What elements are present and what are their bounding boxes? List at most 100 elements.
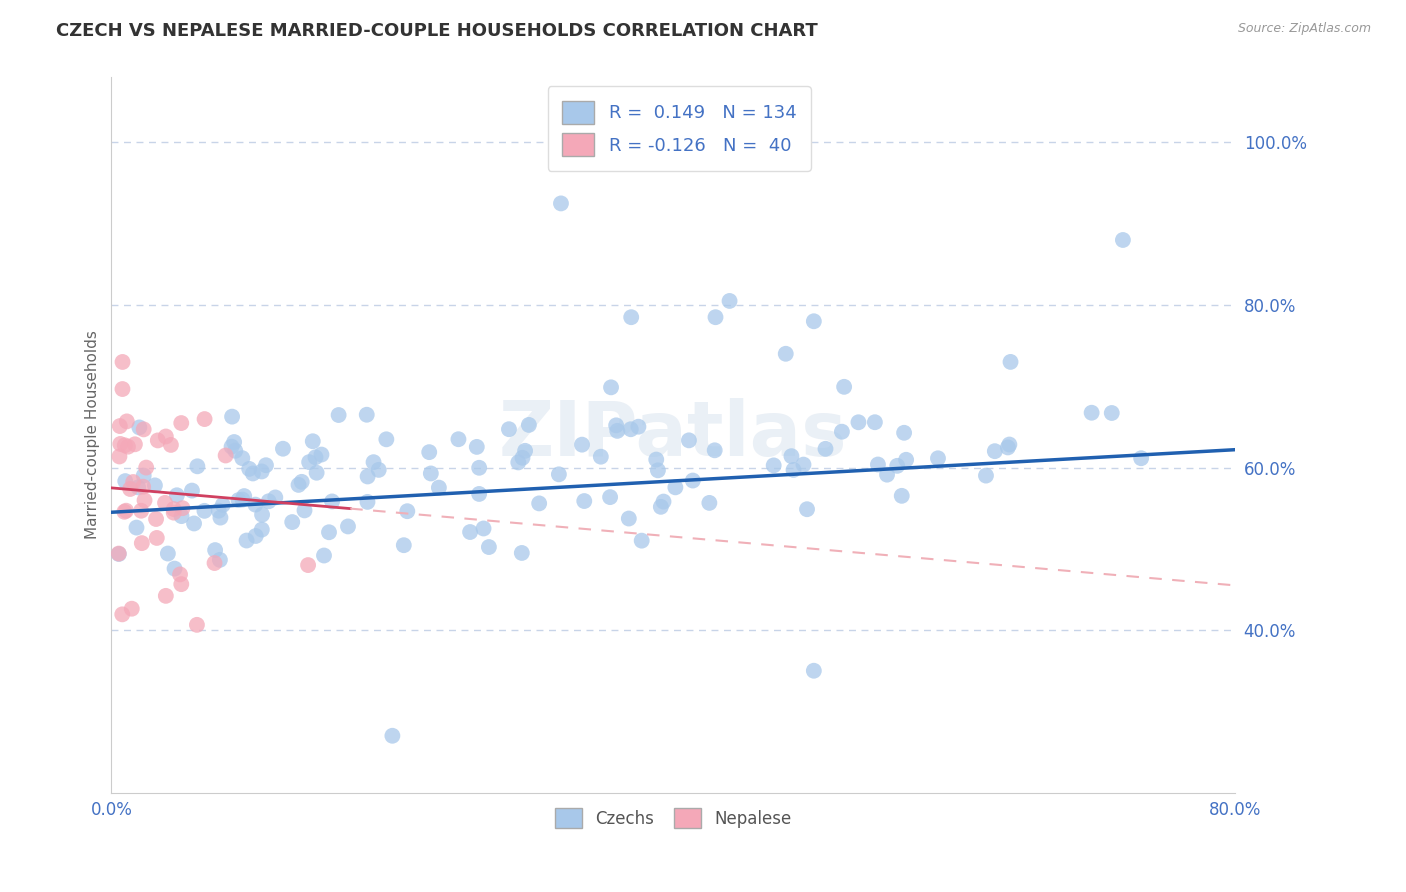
Point [647,463,669,477]
Point [115,414,138,428]
Point [512,450,534,465]
Point [704,310,727,325]
Point [599,490,621,504]
Point [997,441,1019,455]
Point [652,494,675,508]
Point [620,422,643,436]
Point [245,529,267,543]
Point [231,492,253,507]
Point [832,380,855,394]
Point [221,440,243,454]
Point [831,425,853,439]
Point [294,503,316,517]
Point [392,538,415,552]
Point [1130,451,1153,466]
Point [121,601,143,615]
Point [153,496,176,510]
Point [396,504,419,518]
Point [301,434,323,449]
Point [163,561,186,575]
Point [170,509,193,524]
Point [163,502,186,516]
Point [363,455,385,469]
Point [517,417,540,432]
Point [170,416,193,430]
Point [321,494,343,508]
Point [115,504,138,518]
Point [108,419,131,434]
Point [305,466,328,480]
Point [703,443,725,458]
Point [1000,355,1022,369]
Point [208,553,231,567]
Point [170,577,193,591]
Point [803,314,825,328]
Point [231,451,253,466]
Point [238,462,260,476]
Point [228,493,250,508]
Point [356,495,378,509]
Point [193,412,215,426]
Point [375,433,398,447]
Point [135,460,157,475]
Point [927,451,949,466]
Point [242,467,264,481]
Point [600,380,623,394]
Point [257,494,280,508]
Point [620,310,643,325]
Point [298,455,321,469]
Point [356,469,378,483]
Y-axis label: Married-couple Households: Married-couple Households [86,331,100,540]
Point [458,524,481,539]
Point [762,458,785,473]
Point [146,434,169,448]
Point [287,478,309,492]
Point [650,500,672,514]
Point [114,438,136,452]
Point [127,480,149,494]
Point [328,408,350,422]
Point [510,546,533,560]
Point [281,515,304,529]
Point [367,463,389,477]
Point [254,458,277,473]
Point [125,520,148,534]
Point [814,442,837,456]
Point [155,589,177,603]
Point [186,617,208,632]
Point [111,355,134,369]
Point [718,293,741,308]
Point [630,533,652,548]
Point [890,489,912,503]
Point [548,467,571,482]
Point [129,504,152,518]
Point [114,474,136,488]
Point [974,468,997,483]
Point [111,382,134,396]
Point [111,607,134,622]
Point [984,444,1007,458]
Point [699,496,721,510]
Point [250,508,273,522]
Point [498,422,520,436]
Point [792,458,814,472]
Point [356,408,378,422]
Point [132,468,155,483]
Point [664,480,686,494]
Text: ZIPatlas: ZIPatlas [499,398,848,472]
Point [172,501,194,516]
Point [336,519,359,533]
Point [886,458,908,473]
Point [682,474,704,488]
Point [128,420,150,434]
Point [894,452,917,467]
Text: CZECH VS NEPALESE MARRIED-COUPLE HOUSEHOLDS CORRELATION CHART: CZECH VS NEPALESE MARRIED-COUPLE HOUSEHO… [56,22,818,40]
Point [250,465,273,479]
Point [468,487,491,501]
Point [848,415,870,429]
Point [108,547,131,561]
Point [120,482,142,496]
Point [160,438,183,452]
Point [224,443,246,458]
Point [1112,233,1135,247]
